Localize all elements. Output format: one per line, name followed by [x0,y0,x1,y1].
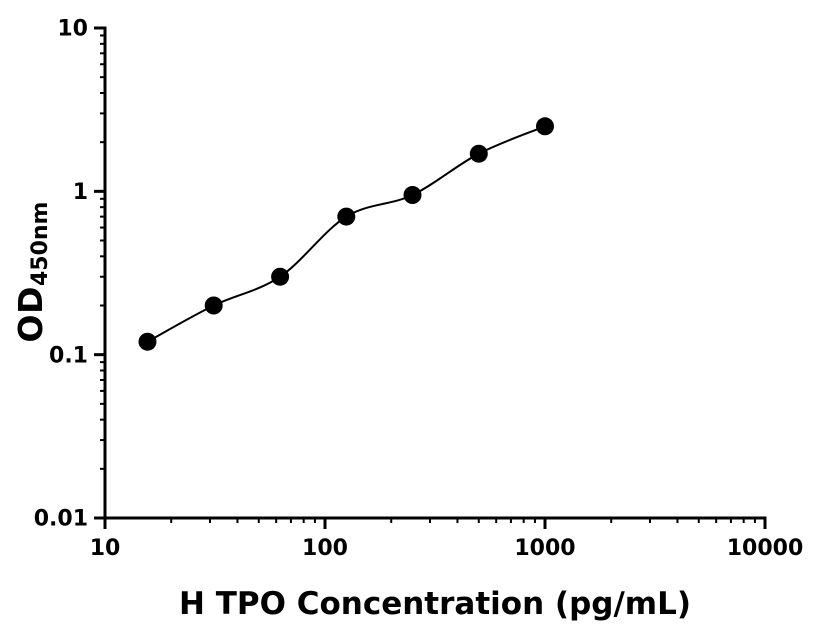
x-tick-label: 10 [90,536,121,561]
y-axis-title-sub: 450nm [28,201,53,287]
data-point [337,207,356,226]
data-point [204,296,223,315]
data-point [271,267,290,286]
y-tick-label: 1 [73,180,88,205]
data-point [403,186,422,204]
y-tick-label: 0.1 [49,343,88,368]
data-point [536,117,554,136]
y-tick-label: 0.01 [34,507,88,532]
x-tick-label: 1000 [514,536,575,561]
x-axis-title: H TPO Concentration (pg/mL) [178,586,692,622]
x-tick-label: 10000 [727,536,804,561]
y-tick-label: 10 [57,17,88,42]
data-point [138,332,157,351]
x-tick-label: 100 [302,536,348,561]
data-point [469,144,488,163]
y-axis-title: OD450nm [11,202,53,343]
axis-spines [103,26,767,520]
y-axis-title-main: OD [11,286,50,343]
